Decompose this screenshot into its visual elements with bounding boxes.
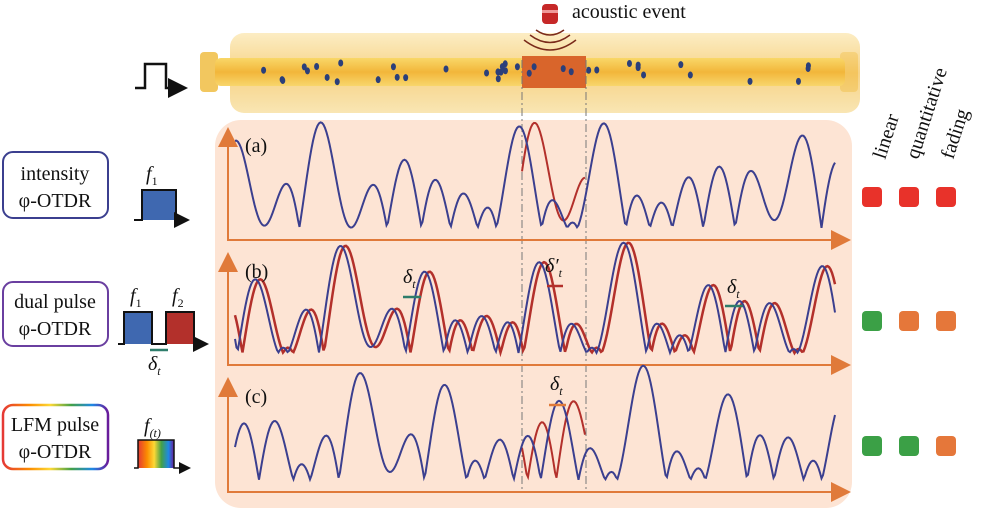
scatterer xyxy=(526,69,532,77)
pulse xyxy=(138,440,174,468)
scatterer xyxy=(805,64,811,72)
scatterer xyxy=(502,67,508,75)
column-header: fading xyxy=(937,106,974,161)
scatterer xyxy=(678,61,684,69)
waveform xyxy=(234,364,836,483)
pulse-outline xyxy=(134,189,190,228)
scatterer xyxy=(443,65,449,73)
event-label: acoustic event xyxy=(572,1,686,23)
scatterer xyxy=(314,62,320,70)
waveform xyxy=(234,121,836,230)
scatterer xyxy=(586,66,592,74)
method-label: φ-OTDR xyxy=(19,441,92,463)
pulse xyxy=(166,312,194,344)
scatterer xyxy=(280,77,286,85)
pulse-label: f1 xyxy=(130,285,142,310)
scatterer xyxy=(514,63,520,71)
method-label: LFM pulse xyxy=(11,414,99,436)
connector xyxy=(200,52,218,92)
scatterer xyxy=(261,66,267,74)
waveform-shifted xyxy=(233,241,837,358)
column-header: linear xyxy=(869,111,904,161)
scatterer xyxy=(641,71,647,79)
scatterer xyxy=(390,63,396,71)
input-pulse xyxy=(135,62,188,98)
scatterer xyxy=(594,66,600,74)
method-box xyxy=(2,151,109,219)
panel-background xyxy=(215,120,852,508)
method-label: intensity xyxy=(21,163,90,185)
method-label: φ-OTDR xyxy=(19,318,92,340)
delay-annotation: δt xyxy=(403,266,416,291)
waveform xyxy=(234,241,836,356)
method-box xyxy=(1,403,110,471)
scatterer xyxy=(403,74,409,82)
waveform-perturbed xyxy=(521,121,586,222)
scatterer xyxy=(484,69,490,77)
scatterer xyxy=(635,64,641,72)
scatterer xyxy=(747,77,753,85)
pulse-label: f(t) xyxy=(144,415,161,440)
scatterer xyxy=(324,73,330,81)
scatterer xyxy=(531,63,537,71)
delay-label: δt xyxy=(148,353,161,378)
scatterer xyxy=(795,77,801,85)
pulse-outline xyxy=(118,311,209,352)
scatterer xyxy=(687,71,693,79)
status-indicators xyxy=(862,187,956,456)
pulse-label: f2 xyxy=(172,285,184,310)
scatterer xyxy=(334,78,340,86)
panel-label: (c) xyxy=(245,386,267,408)
delay-annotation: δt xyxy=(550,373,563,398)
panel-label: (b) xyxy=(245,261,268,283)
waveform-perturbed xyxy=(521,400,586,481)
panel-label: (a) xyxy=(245,135,267,157)
scatterer xyxy=(495,75,501,83)
scatterer xyxy=(301,63,307,71)
pulse xyxy=(124,312,152,344)
pulse-label: f1 xyxy=(146,163,158,188)
scatterer xyxy=(375,76,381,84)
event-segment xyxy=(522,56,586,88)
scatterer xyxy=(568,68,574,76)
scatterer xyxy=(394,73,400,81)
scatterer xyxy=(560,65,566,73)
delay-annotation: δ′t xyxy=(545,255,563,280)
method-label: dual pulse xyxy=(14,291,96,313)
scatterer xyxy=(502,60,508,68)
scatterer xyxy=(338,59,344,67)
acoustic-source xyxy=(523,4,577,51)
delay-annotation: δt xyxy=(727,276,740,301)
method-box xyxy=(2,281,109,347)
scatterer xyxy=(495,68,501,76)
pulse-outline xyxy=(134,439,191,474)
pulse xyxy=(142,190,176,220)
method-label: φ-OTDR xyxy=(19,190,92,212)
scatterer xyxy=(304,67,310,75)
scatterer xyxy=(626,60,632,68)
delay-arrows xyxy=(403,284,743,407)
